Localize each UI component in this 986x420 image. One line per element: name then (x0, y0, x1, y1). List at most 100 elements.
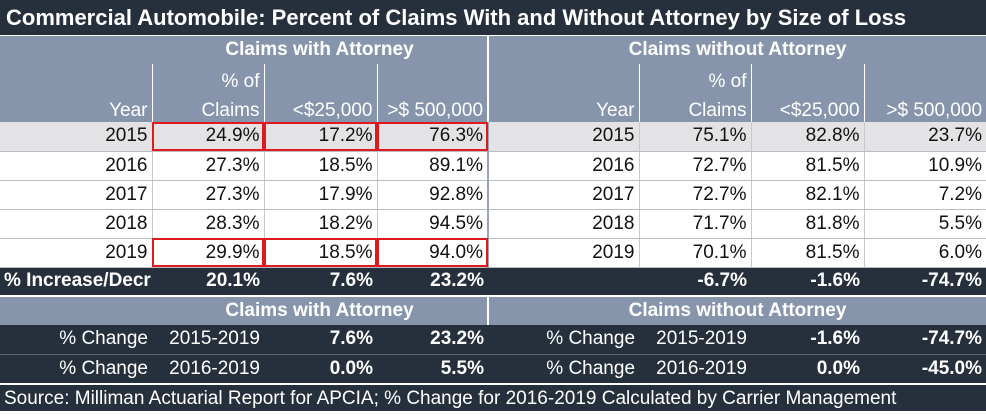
change-with-large: 5.5% (377, 354, 489, 383)
cell-without-small: 81.5% (750, 151, 865, 181)
change-with-large: 23.2% (377, 325, 489, 355)
change-label: % Change (488, 354, 640, 383)
change-without-large: -74.7% (864, 325, 986, 355)
header-year: Year (487, 93, 640, 122)
cell-without-pct: 70.1% (638, 238, 752, 268)
cell-with-pct: 29.9% (151, 238, 264, 268)
table-row: 2019 29.9% 18.5% 94.0% 2019 70.1% 81.5% … (0, 238, 986, 268)
summary-spacer (488, 267, 640, 296)
cell-year: 2015 (0, 122, 152, 152)
change-label: % Change (488, 325, 640, 355)
column-header-row-top: % of % of (0, 64, 986, 93)
cell-without-large: 7.2% (863, 180, 986, 210)
cell-with-pct: 24.9% (151, 122, 264, 152)
header-pct-top: % of (638, 64, 752, 93)
cell-without-pct: 72.7% (638, 151, 752, 181)
change-label: % Change (0, 354, 152, 383)
change-label: % Change (0, 325, 152, 355)
header-large-loss: >$ 500,000 (376, 93, 489, 122)
cell-without-small: 81.8% (750, 209, 865, 239)
group-header-row: Claims with Attorney Claims without Atto… (0, 36, 986, 64)
change-without-small: 0.0% (751, 354, 865, 383)
group-with-attorney: Claims with Attorney (152, 295, 489, 325)
change-row: % Change 2015-2019 7.6% 23.2% % Change 2… (0, 325, 986, 355)
cell-year: 2016 (0, 151, 152, 181)
header-pct-claims: Claims (638, 93, 752, 122)
group-header-row-2: Claims with Attorney Claims without Atto… (0, 295, 986, 325)
header-large-loss: >$ 500,000 (863, 93, 986, 122)
change-with-small: 0.0% (264, 354, 377, 383)
summary-with-pct: 20.1% (152, 267, 264, 296)
summary-label: % Increase/Decr (0, 267, 152, 296)
change-with-small: 7.6% (264, 325, 377, 355)
cell-with-small: 18.5% (263, 238, 377, 268)
table-row: 2017 27.3% 17.9% 92.8% 2017 72.7% 82.1% … (0, 180, 986, 210)
change-row: % Change 2016-2019 0.0% 5.5% % Change 20… (0, 354, 986, 383)
group-spacer (0, 295, 152, 325)
cell-without-small: 82.8% (750, 122, 865, 152)
header-blank (750, 64, 865, 93)
change-period: 2016-2019 (152, 354, 264, 383)
cell-without-large: 6.0% (863, 238, 986, 268)
group-with-attorney: Claims with Attorney (152, 36, 489, 64)
change-without-large: -45.0% (864, 354, 986, 383)
header-blank (487, 64, 640, 93)
change-period: 2015-2019 (639, 325, 752, 355)
cell-with-small: 18.5% (263, 151, 377, 181)
cell-with-large: 94.5% (376, 209, 489, 239)
cell-without-pct: 72.7% (638, 180, 752, 210)
column-header-row: Year Claims <$25,000 >$ 500,000 Year Cla… (0, 93, 986, 122)
summary-row: % Increase/Decr 20.1% 7.6% 23.2% -6.7% -… (0, 267, 986, 296)
cell-with-pct: 28.3% (151, 209, 264, 239)
header-blank (863, 64, 986, 93)
cell-with-small: 18.2% (263, 209, 377, 239)
cell-year: 2015 (487, 122, 640, 152)
group-without-attorney: Claims without Attorney (487, 295, 986, 325)
header-blank (263, 64, 377, 93)
cell-with-small: 17.9% (263, 180, 377, 210)
claims-table: Claims with Attorney Claims without Atto… (0, 36, 986, 383)
summary-with-large: 23.2% (377, 267, 489, 296)
header-blank (0, 64, 152, 93)
group-without-attorney: Claims without Attorney (487, 36, 986, 64)
figure-title: Commercial Automobile: Percent of Claims… (0, 0, 986, 36)
cell-with-small: 17.2% (263, 122, 377, 152)
table-row: 2016 27.3% 18.5% 89.1% 2016 72.7% 81.5% … (0, 151, 986, 181)
summary-without-small: -1.6% (751, 267, 865, 296)
summary-without-large: -74.7% (864, 267, 986, 296)
header-blank (376, 64, 489, 93)
header-small-loss: <$25,000 (750, 93, 865, 122)
cell-year: 2018 (0, 209, 152, 239)
table-row: 2018 28.3% 18.2% 94.5% 2018 71.7% 81.8% … (0, 209, 986, 239)
cell-with-large: 94.0% (376, 238, 489, 268)
cell-without-large: 23.7% (863, 122, 986, 152)
header-pct-top: % of (151, 64, 264, 93)
header-small-loss: <$25,000 (263, 93, 377, 122)
cell-without-pct: 75.1% (638, 122, 752, 152)
change-without-small: -1.6% (751, 325, 865, 355)
cell-year: 2017 (0, 180, 152, 210)
cell-year: 2019 (487, 238, 640, 268)
cell-without-large: 10.9% (863, 151, 986, 181)
change-period: 2016-2019 (639, 354, 752, 383)
header-year: Year (0, 93, 152, 122)
source-note: Source: Milliman Actuarial Report for AP… (0, 383, 986, 411)
cell-with-pct: 27.3% (151, 180, 264, 210)
cell-year: 2016 (487, 151, 640, 181)
cell-without-small: 82.1% (750, 180, 865, 210)
cell-with-pct: 27.3% (151, 151, 264, 181)
cell-year: 2019 (0, 238, 152, 268)
group-spacer (0, 36, 152, 64)
table-row: 2015 24.9% 17.2% 76.3% 2015 75.1% 82.8% … (0, 122, 986, 152)
change-period: 2015-2019 (152, 325, 264, 355)
cell-without-pct: 71.7% (638, 209, 752, 239)
header-pct-claims: Claims (151, 93, 264, 122)
summary-without-pct: -6.7% (639, 267, 752, 296)
cell-with-large: 76.3% (376, 122, 489, 152)
cell-with-large: 89.1% (376, 151, 489, 181)
cell-without-large: 5.5% (863, 209, 986, 239)
cell-year: 2017 (487, 180, 640, 210)
cell-with-large: 92.8% (376, 180, 489, 210)
summary-with-small: 7.6% (264, 267, 377, 296)
